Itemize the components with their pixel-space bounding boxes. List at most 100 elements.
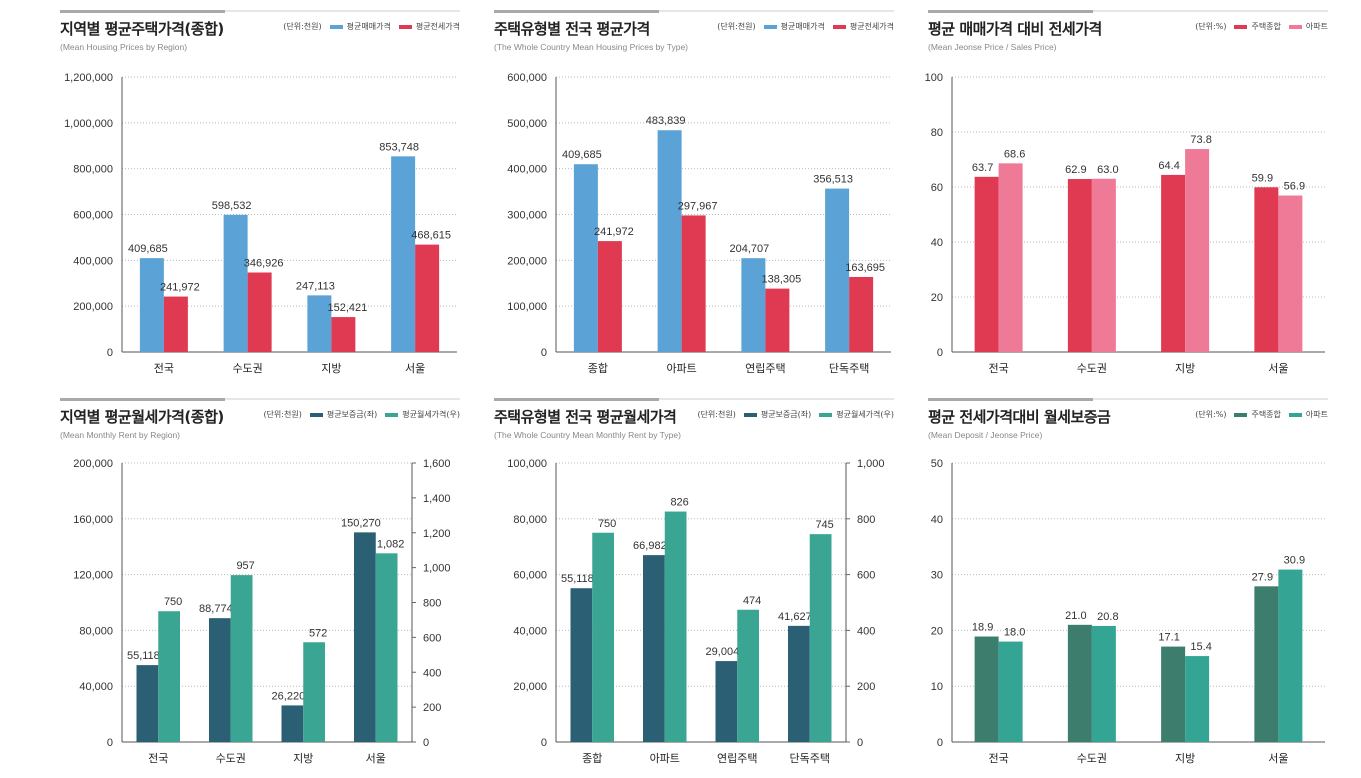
bar: [849, 276, 874, 352]
data-label: 152,421: [327, 302, 367, 314]
y-tick-label: 20: [931, 625, 943, 637]
y2-tick-label: 1,600: [423, 458, 451, 470]
y2-tick-label: 600: [857, 570, 875, 582]
y-tick-label: 50: [931, 458, 943, 470]
legend-item: 평균매매가격: [763, 21, 825, 32]
y-tick-label: 0: [937, 347, 943, 359]
y-tick-label: 20,000: [513, 681, 547, 693]
y-tick-label: 80: [931, 127, 943, 139]
data-label: 474: [743, 595, 761, 607]
bar: [223, 214, 248, 352]
legend-label: 평균보증금(좌): [760, 410, 812, 419]
x-tick-label: 서울: [366, 752, 386, 765]
legend-label: 평균보증금(좌): [326, 410, 378, 419]
legend-label: 평균매매가격: [780, 22, 825, 31]
y-tick-label: 400,000: [73, 255, 113, 267]
y2-tick-label: 1,000: [423, 563, 451, 575]
y-tick-label: 200,000: [73, 301, 113, 313]
bar: [1254, 187, 1279, 352]
bar: [163, 296, 188, 352]
chart-panel: 평균 전세가격대비 월세보증금 (Mean Deposit / Jeonse Pr…: [928, 398, 1328, 778]
data-label: 853,748: [379, 141, 419, 153]
data-label: 62.9: [1065, 164, 1086, 176]
legend-item: 평균월세가격(우): [385, 409, 460, 420]
y2-tick-label: 800: [857, 514, 875, 526]
y-tick-label: 0: [107, 347, 113, 359]
legend-label: 평균매매가격: [346, 22, 391, 31]
legend-label: 아파트: [1305, 410, 1328, 419]
legend: (단위:천원) 평균보증금(좌) 평균월세가격(우): [697, 409, 894, 420]
unit-label: (단위:천원): [283, 22, 322, 31]
y-tick-label: 600,000: [507, 72, 547, 84]
unit-label: (단위:%): [1195, 410, 1227, 419]
chart-subtitle: (Mean Jeonse Price / Sales Price): [928, 42, 1057, 52]
legend-item: 아파트: [1288, 21, 1328, 32]
chart-panel: 지역별 평균월세가격(종합) (Mean Monthly Rent by Regi…: [60, 398, 460, 778]
y-tick-label: 800,000: [73, 164, 113, 176]
legend-item: 주택종합: [1234, 409, 1281, 420]
data-label: 598,532: [212, 200, 252, 212]
chart-svg: 0 10 20 30 40 50 18.9 18.0 전국 21.0 20.8 수도권 17.1 15.4…: [931, 458, 1325, 765]
legend-item: 평균월세가격(우): [819, 409, 894, 420]
legend-swatch: [1234, 24, 1248, 29]
legend-swatch: [385, 412, 399, 417]
unit-label: (단위:천원): [717, 22, 756, 31]
bar: [158, 611, 180, 742]
x-tick-label: 수도권: [232, 362, 262, 375]
data-label: 150,270: [341, 517, 381, 529]
x-tick-label: 서울: [1268, 752, 1288, 765]
x-tick-label: 수도권: [1077, 752, 1107, 765]
unit-label: (단위:천원): [697, 410, 736, 419]
data-label: 346,926: [244, 257, 284, 269]
bar: [375, 553, 398, 742]
y2-tick-label: 200: [423, 702, 441, 714]
bar: [715, 661, 738, 742]
y-tick-label: 80,000: [79, 625, 113, 637]
bar: [1185, 656, 1210, 742]
bar: [765, 288, 790, 352]
y-tick-label: 40: [931, 514, 943, 526]
legend-label: 평균전세가격: [849, 22, 894, 31]
y2-tick-label: 400: [423, 667, 441, 679]
y-tick-label: 100,000: [507, 301, 547, 313]
data-label: 572: [309, 627, 327, 639]
bar: [681, 215, 706, 352]
y-tick-label: 120,000: [73, 570, 113, 582]
x-tick-label: 서울: [405, 362, 425, 375]
data-label: 957: [236, 560, 254, 572]
legend-item: 평균전세가격: [398, 21, 460, 32]
chart-title: 주택유형별 전국 평균월세가격: [494, 408, 677, 426]
chart-title: 평균 매매가격 대비 전세가격: [928, 20, 1102, 38]
chart-svg: 0 20 40 60 80 100 63.7 68.6 전국 62.9 63.0 수도권 64.4 73.…: [925, 72, 1325, 375]
data-label: 468,615: [411, 230, 451, 242]
bar: [354, 532, 376, 742]
header-rule: [928, 398, 1328, 401]
header-rule: [60, 398, 460, 401]
legend-label: 평균전세가격: [415, 22, 460, 31]
legend: (단위:%) 주택종합 아파트: [1195, 21, 1328, 32]
chart-panel: 주택유형별 전국 평균월세가격 (The Whole Country Mean M…: [494, 398, 894, 778]
x-tick-label: 수도권: [216, 752, 246, 765]
bar: [136, 665, 159, 742]
data-label: 483,839: [646, 115, 686, 127]
chart-title: 주택유형별 전국 평균가격: [494, 20, 650, 38]
bar: [809, 534, 832, 742]
y-tick-label: 60,000: [513, 570, 547, 582]
data-label: 15.4: [1190, 641, 1211, 653]
chart-panel: 평균 매매가격 대비 전세가격 (Mean Jeonse Price / Sale…: [925, 10, 1328, 390]
y-tick-label: 500,000: [507, 118, 547, 130]
legend: (단위:천원) 평균매매가격 평균전세가격: [283, 21, 460, 32]
bar: [1067, 179, 1092, 352]
bar: [1185, 149, 1210, 352]
legend-label: 주택종합: [1251, 22, 1281, 31]
x-tick-label: 지방: [1175, 362, 1195, 375]
x-tick-label: 전국: [154, 362, 174, 375]
y-tick-label: 10: [931, 681, 943, 693]
data-label: 356,513: [813, 174, 853, 186]
y-tick-label: 40,000: [513, 625, 547, 637]
data-label: 66,982: [633, 540, 667, 552]
y-tick-label: 160,000: [73, 514, 113, 526]
legend-item: 주택종합: [1234, 21, 1281, 32]
y-tick-label: 0: [541, 737, 547, 749]
x-tick-label: 종합: [582, 752, 602, 765]
